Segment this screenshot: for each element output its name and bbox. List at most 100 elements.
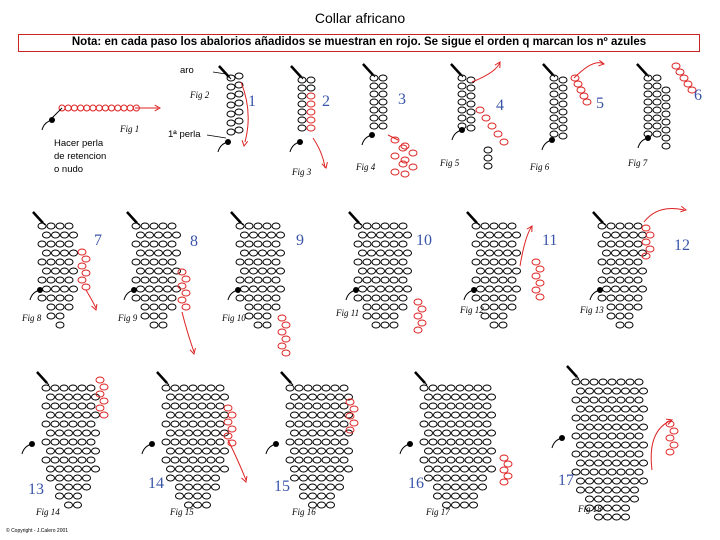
new-bead [398, 144, 408, 152]
bead [597, 294, 607, 302]
bead [344, 411, 353, 419]
bead [206, 456, 216, 464]
bead [643, 106, 653, 114]
bead [457, 114, 467, 122]
figure-label: Fig 17 [425, 507, 450, 517]
new-bead [181, 303, 191, 311]
bead [389, 240, 399, 248]
bead [362, 258, 372, 266]
bead [621, 495, 630, 503]
bead [193, 465, 202, 473]
bead [473, 438, 483, 446]
new-bead [413, 298, 423, 306]
bead [158, 294, 168, 302]
bead [457, 74, 467, 82]
bead [167, 294, 177, 302]
bead [188, 402, 198, 410]
bead [46, 465, 55, 473]
step-number: 9 [296, 232, 304, 249]
bead [476, 249, 485, 257]
bead [59, 438, 69, 446]
bead [633, 240, 643, 248]
bead [376, 231, 385, 239]
bead [498, 258, 508, 266]
bead [46, 393, 55, 401]
bead [369, 82, 379, 90]
new-bead [390, 136, 400, 144]
bead [616, 396, 626, 404]
bead [489, 312, 499, 320]
bead [154, 231, 163, 239]
new-bead [641, 224, 651, 232]
bead [620, 267, 629, 275]
figure-label: Fig 8 [21, 313, 42, 323]
bead [437, 456, 447, 464]
bead [624, 303, 634, 311]
bead [55, 222, 65, 230]
bead [394, 267, 403, 275]
bead [580, 450, 590, 458]
bead [446, 384, 456, 392]
bead [639, 459, 648, 467]
bead [607, 396, 617, 404]
bead [630, 405, 639, 413]
bead [330, 402, 340, 410]
bead [86, 384, 96, 392]
bead [476, 231, 485, 239]
new-bead [181, 275, 191, 283]
bead [498, 294, 508, 302]
bead [149, 222, 159, 230]
new-bead [499, 466, 509, 474]
bead [335, 447, 344, 455]
bead [299, 483, 308, 491]
bead [226, 74, 236, 82]
bead [507, 240, 517, 248]
bead [466, 92, 476, 100]
bead [625, 468, 635, 476]
bead [620, 231, 629, 239]
bead [630, 441, 639, 449]
figure-label: Fig 2 [189, 90, 210, 100]
bead [473, 384, 483, 392]
bead [652, 98, 662, 106]
bead [226, 101, 236, 109]
new-bead [120, 104, 128, 112]
bead [308, 492, 317, 500]
bead [55, 276, 65, 284]
bead [621, 477, 630, 485]
bead [489, 303, 499, 311]
figure-label: Fig 5 [439, 158, 460, 168]
bead [276, 285, 285, 293]
bead [234, 126, 244, 134]
bead [326, 447, 335, 455]
thread-tail [345, 289, 357, 301]
bead [50, 384, 60, 392]
new-bead [177, 268, 187, 276]
step-number: 12 [674, 237, 690, 254]
bead [489, 294, 499, 302]
bead [378, 98, 388, 106]
thread-tail [41, 119, 53, 131]
bead [303, 438, 313, 446]
bead [358, 285, 367, 293]
bead [638, 231, 647, 239]
bead [612, 441, 621, 449]
bead [326, 465, 335, 473]
bead [603, 477, 612, 485]
bead [442, 465, 451, 473]
bead [55, 240, 65, 248]
bead [175, 483, 184, 491]
bead [621, 387, 630, 395]
bead [253, 303, 263, 311]
bead [140, 303, 150, 311]
bead [498, 276, 508, 284]
new-bead [675, 68, 685, 76]
new-bead [277, 342, 287, 350]
bead [285, 456, 295, 464]
bead [46, 312, 56, 320]
new-bead [181, 289, 191, 297]
bead [51, 285, 60, 293]
bead [389, 276, 399, 284]
bead [602, 249, 611, 257]
bead [466, 84, 476, 92]
